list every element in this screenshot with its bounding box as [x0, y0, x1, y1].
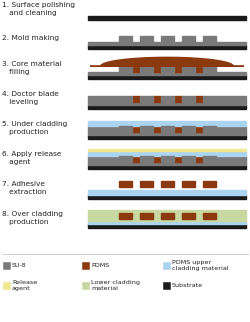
Bar — [182, 96, 194, 102]
Bar — [140, 66, 152, 72]
Text: 3. Core material
   filling: 3. Core material filling — [2, 61, 62, 75]
Text: 6. Apply release
   agent: 6. Apply release agent — [2, 151, 62, 165]
Bar — [118, 96, 132, 102]
Bar — [88, 151, 246, 156]
Bar — [88, 162, 246, 165]
Bar — [140, 156, 152, 162]
Bar — [140, 126, 152, 132]
Bar — [182, 66, 194, 72]
Bar — [88, 15, 246, 20]
Bar — [194, 156, 202, 162]
Bar — [194, 126, 202, 132]
Bar — [132, 156, 140, 162]
Text: 2. Mold making: 2. Mold making — [2, 35, 59, 42]
Polygon shape — [90, 57, 244, 66]
Text: 4. Doctor blade
   leveling: 4. Doctor blade leveling — [2, 91, 59, 105]
Bar — [88, 126, 118, 132]
Bar — [152, 96, 160, 102]
Bar — [88, 121, 246, 126]
Text: Release
agent: Release agent — [12, 279, 37, 291]
Bar — [88, 96, 118, 102]
Bar — [88, 210, 246, 221]
Bar — [160, 156, 173, 162]
Bar — [132, 66, 140, 72]
Bar — [140, 181, 152, 187]
Text: 1. Surface polishing
   and cleaning: 1. Surface polishing and cleaning — [2, 2, 75, 15]
Text: 8. Over cladding
   production: 8. Over cladding production — [2, 211, 63, 224]
Bar — [216, 96, 246, 102]
Bar — [118, 156, 132, 162]
Bar — [182, 213, 194, 219]
Bar — [216, 126, 246, 132]
Bar — [140, 36, 152, 43]
Bar — [88, 194, 246, 199]
Bar — [194, 66, 202, 72]
Bar — [160, 213, 173, 219]
Bar — [88, 43, 246, 45]
Bar — [118, 66, 132, 72]
Bar — [202, 181, 215, 187]
Bar — [3, 262, 10, 269]
Bar — [88, 105, 246, 109]
Bar — [88, 149, 246, 151]
Bar — [202, 156, 215, 162]
Bar — [160, 181, 173, 187]
Bar — [182, 36, 194, 43]
Bar — [88, 221, 246, 224]
Bar — [132, 96, 140, 102]
Bar — [202, 36, 215, 43]
Bar — [118, 213, 132, 219]
Bar — [160, 96, 173, 102]
Bar — [160, 66, 173, 72]
Bar — [88, 132, 246, 135]
Bar — [88, 45, 246, 49]
Bar — [140, 96, 152, 102]
Bar — [140, 213, 152, 219]
Text: 7. Adhesive
   extraction: 7. Adhesive extraction — [2, 181, 46, 195]
Bar — [118, 126, 132, 132]
Text: PDMS upper
cladding material: PDMS upper cladding material — [172, 260, 229, 271]
Bar — [174, 96, 182, 102]
Bar — [88, 156, 118, 162]
Bar — [202, 66, 215, 72]
Bar — [182, 126, 194, 132]
Bar — [82, 262, 89, 269]
Bar — [163, 282, 170, 289]
Bar — [132, 126, 140, 132]
Bar — [88, 165, 246, 169]
Bar — [88, 135, 246, 139]
Bar — [3, 282, 10, 289]
Text: Substrate: Substrate — [172, 283, 203, 288]
Bar — [202, 96, 215, 102]
Bar — [88, 224, 246, 229]
Bar — [118, 36, 132, 43]
Bar — [216, 156, 246, 162]
Text: 5. Under cladding
   production: 5. Under cladding production — [2, 121, 67, 135]
Bar — [82, 282, 89, 289]
Bar — [160, 126, 173, 132]
Bar — [88, 75, 246, 79]
Bar — [88, 72, 246, 75]
Bar — [182, 156, 194, 162]
Text: SU-8: SU-8 — [12, 263, 26, 268]
Bar — [194, 96, 202, 102]
Bar — [163, 262, 170, 269]
Bar — [88, 190, 246, 194]
Bar — [160, 36, 173, 43]
Bar — [152, 156, 160, 162]
Bar — [174, 156, 182, 162]
Bar — [182, 181, 194, 187]
Bar — [88, 102, 246, 105]
Bar — [118, 181, 132, 187]
Bar — [202, 213, 215, 219]
Bar — [152, 126, 160, 132]
Bar — [174, 66, 182, 72]
Text: Lower cladding
material: Lower cladding material — [91, 279, 140, 291]
Text: PDMS: PDMS — [91, 263, 109, 268]
Bar — [152, 66, 160, 72]
Bar — [202, 126, 215, 132]
Bar — [174, 126, 182, 132]
